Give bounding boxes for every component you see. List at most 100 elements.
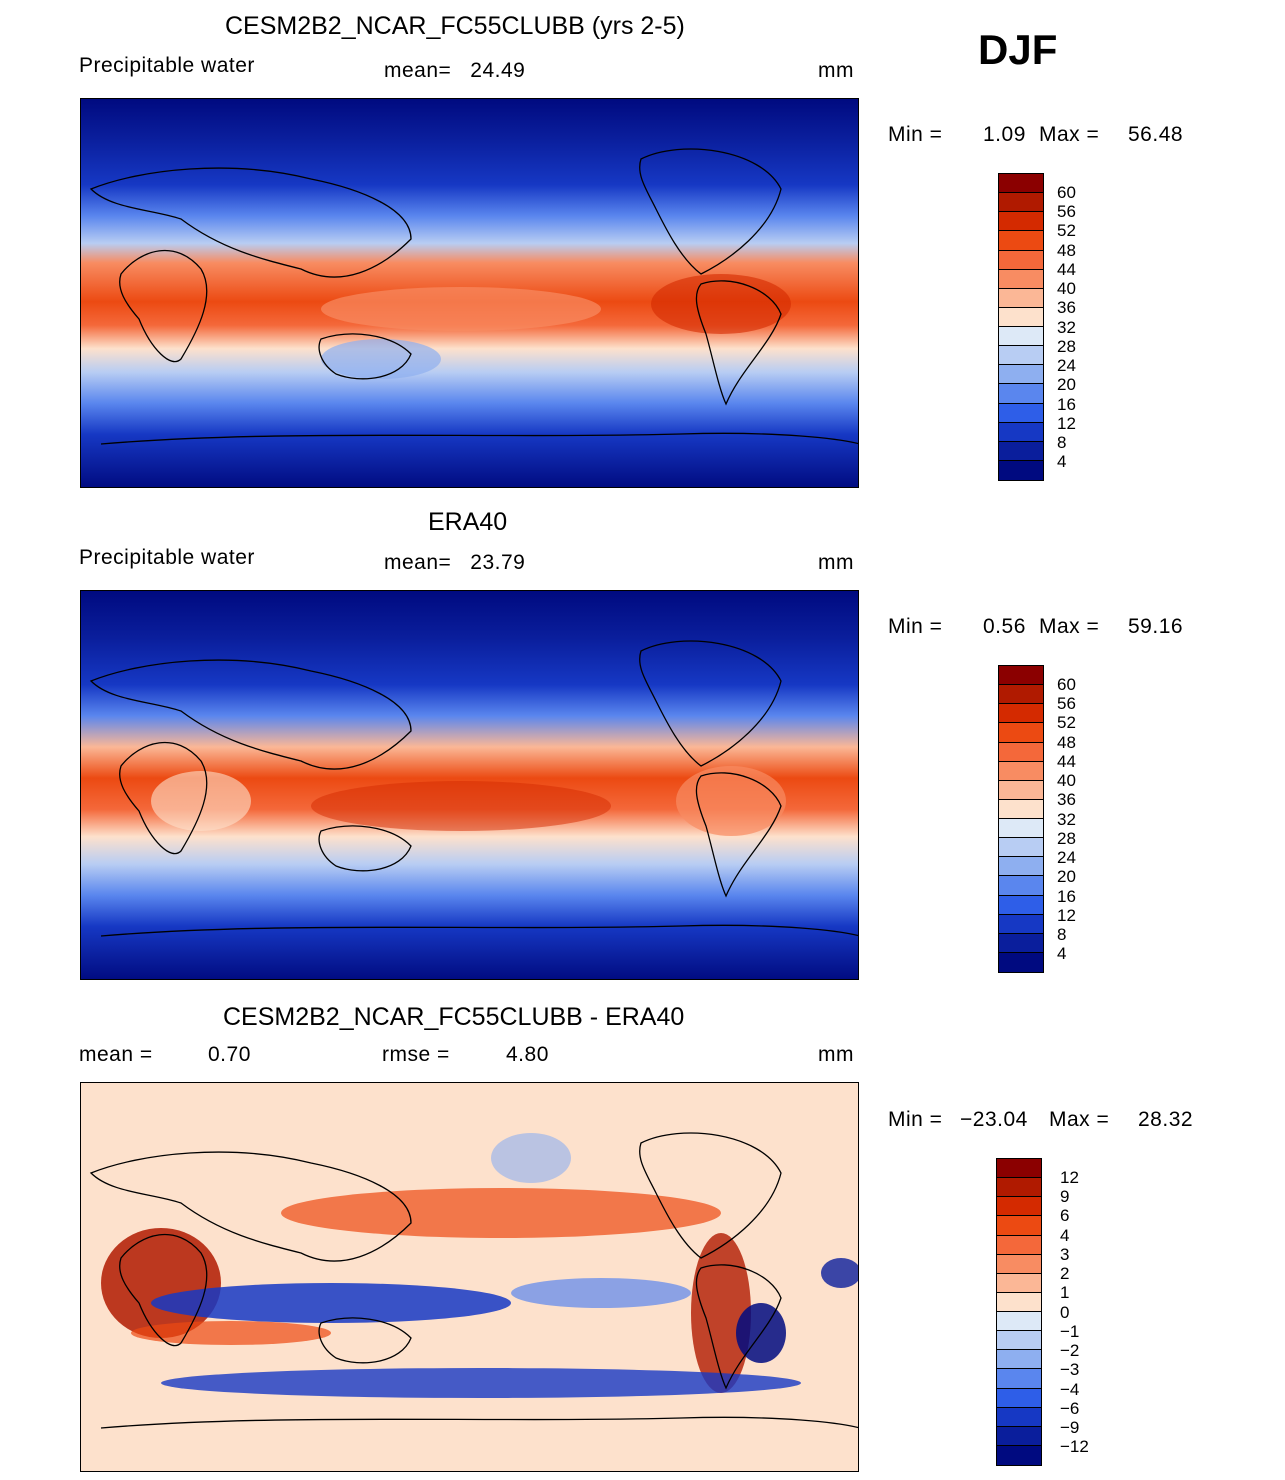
- colorbar-box: [997, 1235, 1041, 1255]
- panel1-variable: Precipitable water: [79, 54, 255, 77]
- colorbar-tick-label: 48: [1057, 732, 1076, 752]
- colorbar-tick-label: −12: [1060, 1437, 1089, 1457]
- colorbar-box: [997, 1369, 1041, 1389]
- colorbar-box: [999, 327, 1043, 347]
- colorbar-tick-label: 0: [1060, 1302, 1070, 1322]
- colorbar-tick-label: 36: [1057, 298, 1076, 318]
- panel1-max-label: Max =: [1039, 123, 1100, 146]
- colorbar-box: [999, 174, 1043, 194]
- colorbar-box: [999, 685, 1043, 705]
- colorbar-box: [999, 895, 1043, 915]
- panel1-title: CESM2B2_NCAR_FC55CLUBB (yrs 2-5): [225, 12, 685, 40]
- panel2-variable: Precipitable water: [79, 546, 255, 569]
- colorbar-box: [999, 723, 1043, 743]
- colorbar-box: [997, 1216, 1041, 1236]
- colorbar-tick-label: 12: [1057, 905, 1076, 925]
- colorbar-tick-label: 8: [1057, 433, 1067, 452]
- colorbar-box: [997, 1407, 1041, 1427]
- colorbar-box: [999, 250, 1043, 270]
- colorbar-tick-label: 44: [1057, 259, 1076, 279]
- colorbar-box: [997, 1159, 1041, 1179]
- panel3-mean-value: 0.70: [208, 1043, 251, 1066]
- colorbar-box: [997, 1426, 1041, 1446]
- colorbar-tick-label: 56: [1057, 202, 1076, 221]
- colorbar-box: [999, 384, 1043, 404]
- colorbar-box: [999, 857, 1043, 877]
- colorbar-box: [997, 1350, 1041, 1370]
- colorbar-tick-label: 12: [1057, 413, 1076, 433]
- colorbar-box: [999, 914, 1043, 934]
- colorbar-box: [997, 1197, 1041, 1217]
- panel2-map-svg: [81, 591, 858, 979]
- panel2-mean: mean= 23.79: [384, 551, 526, 574]
- panel1-model-map: [80, 98, 859, 488]
- colorbar-tick-label: −9: [1060, 1418, 1080, 1437]
- panel1-max-value: 56.48: [1128, 123, 1184, 146]
- panel3-map-svg: [81, 1083, 858, 1471]
- panel3-max-label: Max =: [1049, 1108, 1110, 1131]
- panel1-min-value: 1.09: [983, 123, 1026, 146]
- colorbar-box: [999, 933, 1043, 953]
- colorbar-tick-label: 28: [1057, 336, 1076, 356]
- colorbar-tick-label: 4: [1060, 1225, 1070, 1245]
- colorbar-tick-label: 12: [1060, 1167, 1079, 1187]
- colorbar-box: [999, 346, 1043, 366]
- colorbar-tick-label: 24: [1057, 848, 1076, 867]
- panel1-colorbar: [998, 173, 1044, 481]
- colorbar-box: [999, 666, 1043, 686]
- colorbar-tick-label: 52: [1057, 713, 1076, 733]
- panel2-colorbar: [998, 665, 1044, 973]
- colorbar-tick-label: −1: [1060, 1321, 1080, 1341]
- panel3-rmse-label: rmse =: [382, 1043, 450, 1066]
- colorbar-box: [997, 1331, 1041, 1351]
- panel1-map-svg: [81, 99, 858, 487]
- panel2-obs-map: [80, 590, 859, 980]
- colorbar-box: [999, 876, 1043, 896]
- colorbar-box: [999, 761, 1043, 781]
- colorbar-box: [999, 799, 1043, 819]
- panel1-coastlines: [89, 148, 858, 445]
- panel1-units: mm: [818, 59, 854, 82]
- colorbar-box: [997, 1292, 1041, 1312]
- colorbar-tick-label: 1: [1060, 1283, 1070, 1303]
- colorbar-tick-label: 3: [1060, 1244, 1070, 1264]
- colorbar-tick-label: 52: [1057, 221, 1076, 241]
- colorbar-tick-label: 9: [1060, 1187, 1070, 1206]
- panel2-min-label: Min =: [888, 615, 943, 638]
- colorbar-box: [997, 1273, 1041, 1293]
- colorbar-tick-label: −4: [1060, 1379, 1080, 1399]
- colorbar-box: [999, 838, 1043, 858]
- panel3-mean-label: mean =: [79, 1043, 153, 1066]
- colorbar-tick-label: 40: [1057, 279, 1076, 298]
- colorbar-box: [999, 231, 1043, 251]
- panel2-max-value: 59.16: [1128, 615, 1184, 638]
- colorbar-tick-label: 60: [1057, 182, 1076, 202]
- colorbar-box: [997, 1312, 1041, 1332]
- colorbar-tick-label: 20: [1057, 867, 1076, 887]
- colorbar-box: [999, 365, 1043, 385]
- colorbar-tick-label: 2: [1060, 1264, 1070, 1283]
- colorbar-box: [999, 819, 1043, 839]
- colorbar-tick-label: 28: [1057, 828, 1076, 848]
- colorbar-box: [997, 1445, 1041, 1465]
- colorbar-tick-label: 36: [1057, 790, 1076, 810]
- colorbar-tick-label: 48: [1057, 240, 1076, 260]
- colorbar-tick-label: 32: [1057, 809, 1076, 829]
- panel3-colorbar: [996, 1158, 1042, 1466]
- colorbar-tick-label: 6: [1060, 1206, 1070, 1226]
- panel3-coastlines: [89, 1132, 858, 1429]
- season-label: DJF: [978, 26, 1058, 73]
- colorbar-tick-label: 16: [1057, 886, 1076, 906]
- panel3-difference-map: [80, 1082, 859, 1472]
- colorbar-tick-label: 44: [1057, 751, 1076, 771]
- colorbar-tick-label: 60: [1057, 674, 1076, 694]
- panel2-coastlines: [89, 640, 858, 937]
- panel3-min-value: −23.04: [960, 1108, 1028, 1131]
- colorbar-box: [997, 1178, 1041, 1198]
- colorbar-box: [999, 422, 1043, 442]
- colorbar-tick-label: −6: [1060, 1398, 1080, 1418]
- colorbar-tick-label: 32: [1057, 317, 1076, 337]
- panel3-rmse-value: 4.80: [506, 1043, 549, 1066]
- panel3-units: mm: [818, 1043, 854, 1066]
- colorbar-box: [999, 193, 1043, 213]
